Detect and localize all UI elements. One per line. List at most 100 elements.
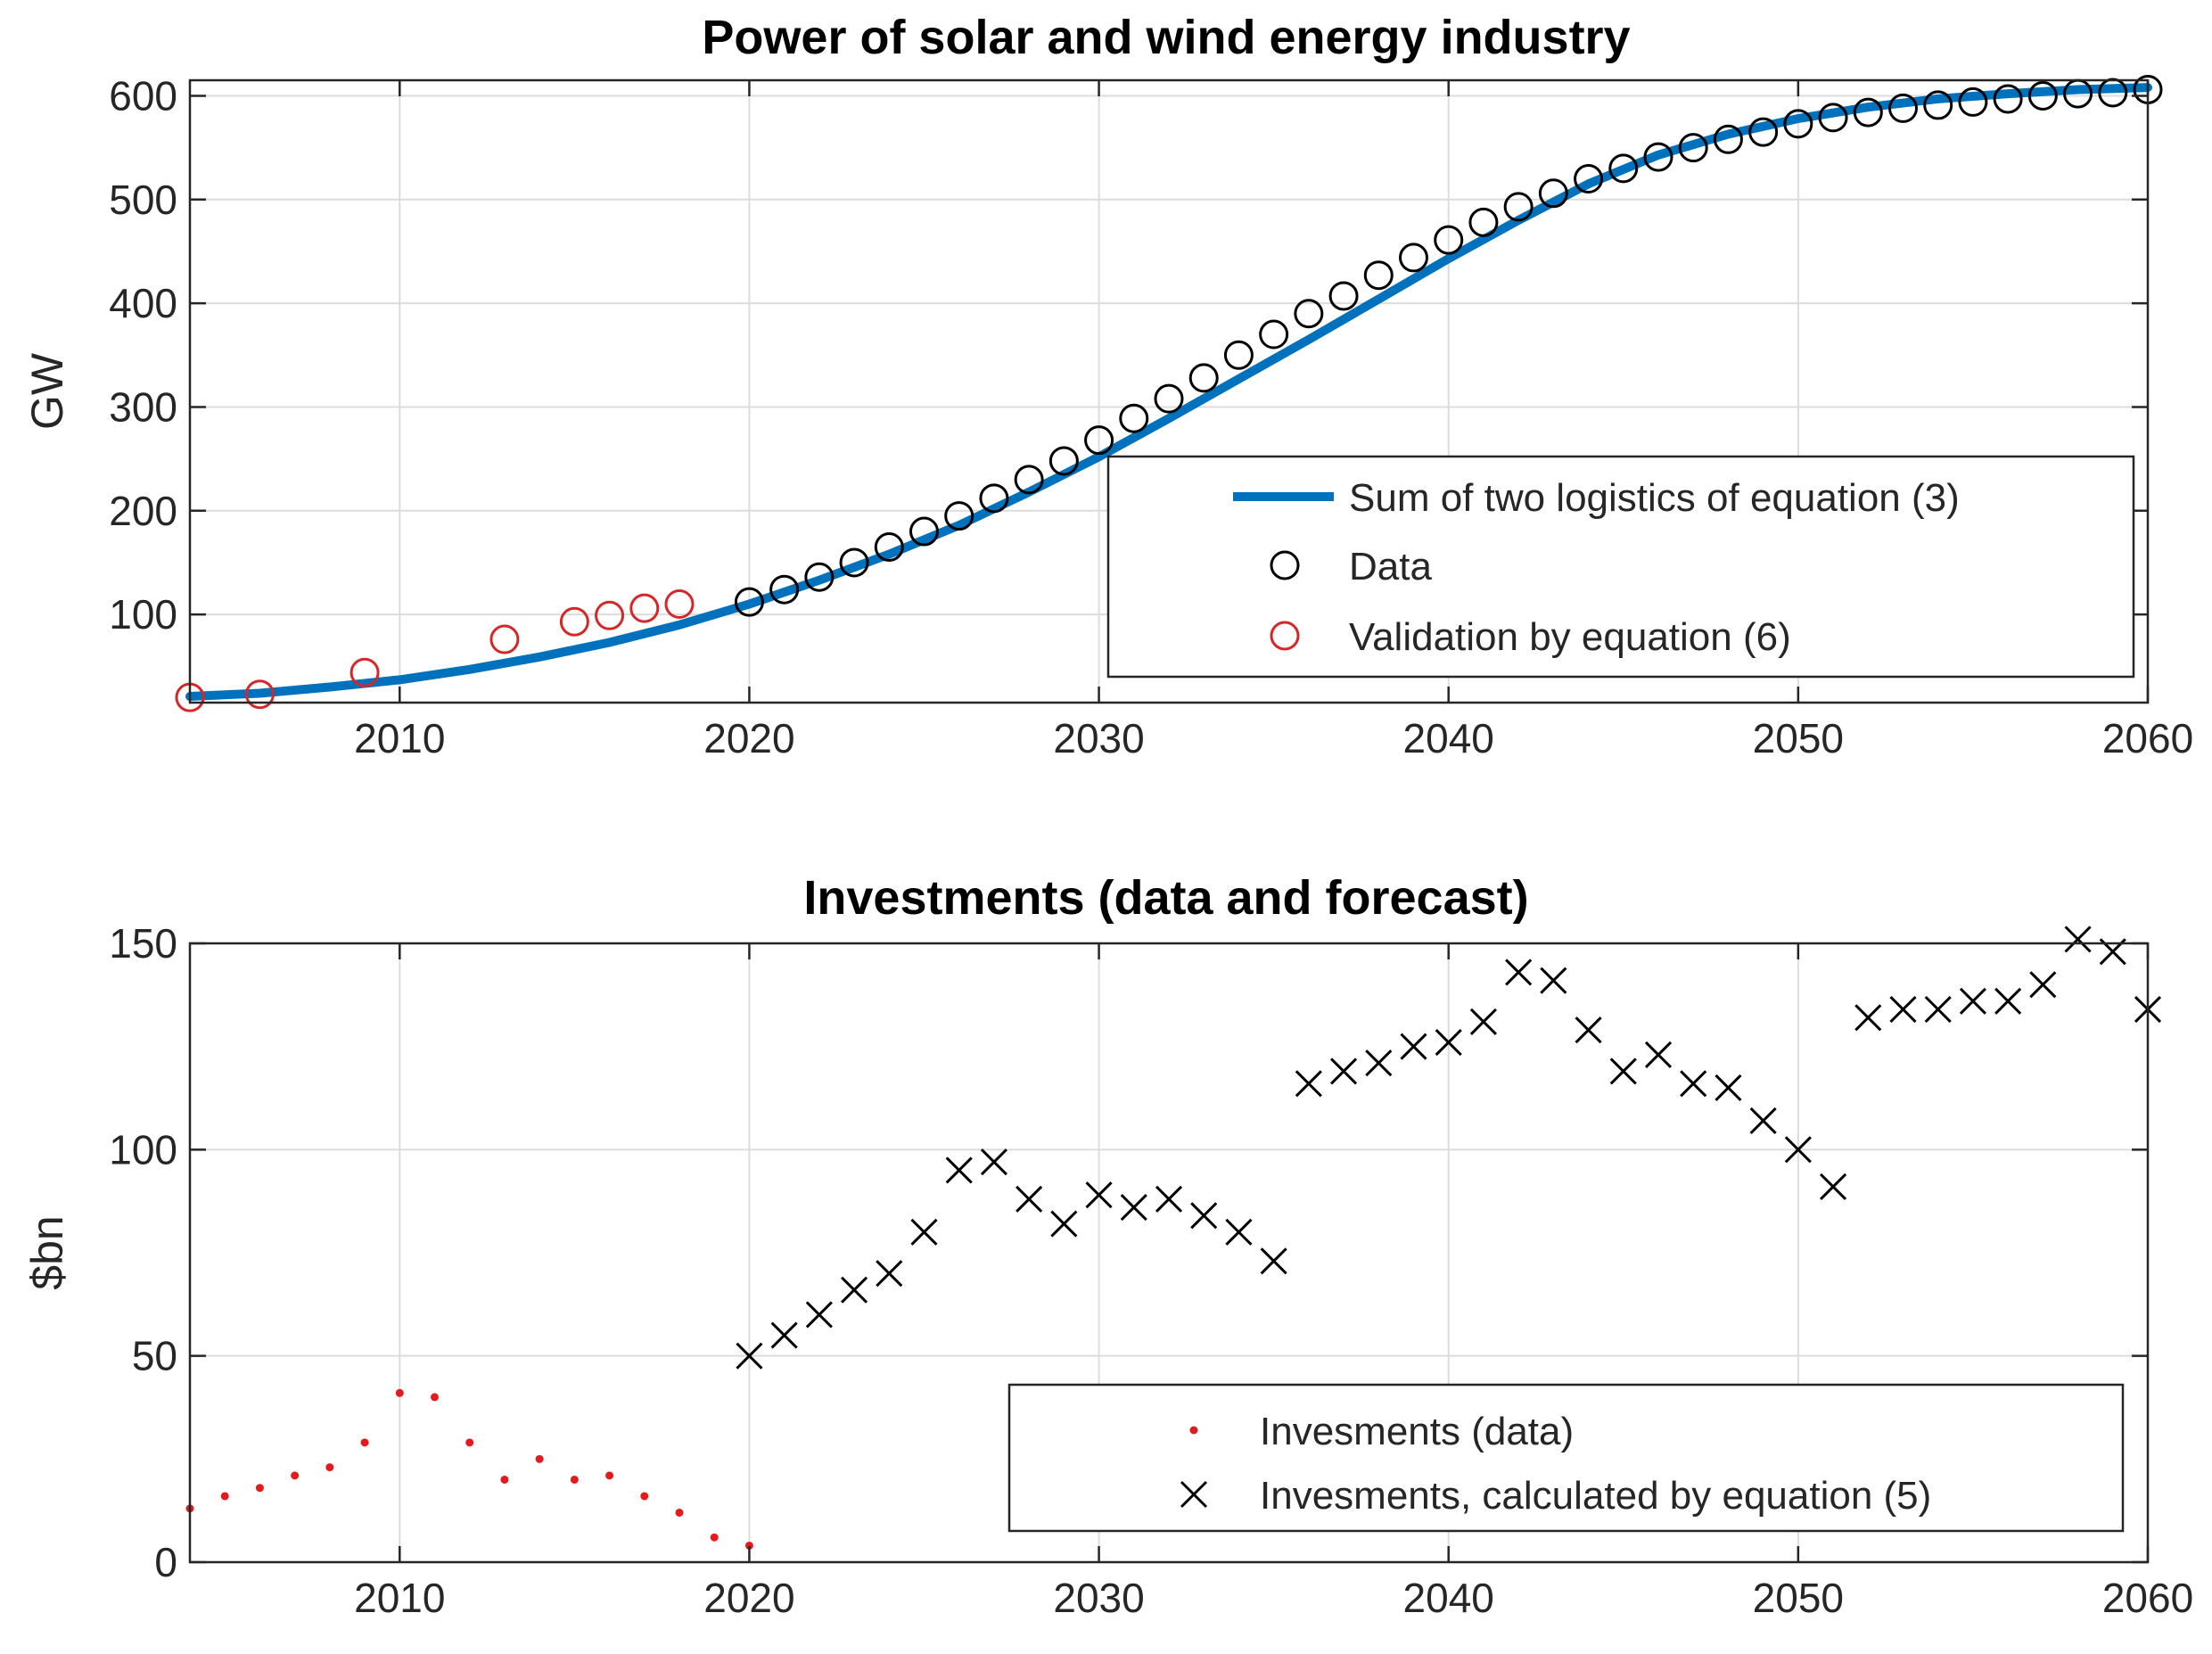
data-point-dot: [220, 1492, 229, 1501]
data-point-x: [1609, 1057, 1637, 1085]
investments-chart: Investments (data and forecast) 2010 2020…: [22, 871, 2193, 1621]
data-point-x: [876, 1260, 903, 1288]
data-point-x: [1365, 1049, 1393, 1077]
data-point-circle: [1748, 117, 1779, 147]
data-point-dot: [431, 1393, 439, 1402]
data-point-circle: [1084, 425, 1114, 456]
series-line-logistics: [185, 83, 2152, 701]
x-tick-label: 2010: [354, 1575, 445, 1621]
data-point-circle: [1188, 363, 1219, 393]
power-y-axis-label: GW: [22, 352, 72, 430]
power-ticks: 2010 2020 2030 2040 2050 2060 100 200 300 400 500 6…: [109, 72, 2193, 761]
data-point-dot: [360, 1438, 369, 1447]
data-point-circle: [1119, 403, 1149, 433]
data-point-circle: [1434, 225, 1464, 255]
data-point-x: [1784, 1136, 1812, 1164]
data-point-x: [1260, 1247, 1287, 1275]
data-point-circle: [664, 588, 695, 619]
x-tick-label: 2040: [1403, 715, 1494, 761]
y-tick-label: 100: [109, 591, 177, 638]
data-point-circle: [2027, 80, 2058, 111]
data-point-circle: [1958, 86, 1988, 117]
data-point-circle: [1678, 133, 1708, 163]
data-point-x: [770, 1321, 798, 1349]
y-tick-label: 100: [109, 1126, 177, 1173]
data-point-circle: [1014, 465, 1044, 495]
power-chart-title: Power of solar and wind energy industry: [702, 11, 1630, 64]
power-chart: Power of solar and wind energy industry …: [22, 11, 2193, 761]
legend-swatch-invest-calc-x: [1180, 1480, 1208, 1509]
legend-swatch-data-circle: [1270, 550, 1300, 580]
data-point-x: [1924, 995, 1952, 1024]
data-point-x: [805, 1301, 833, 1329]
data-point-circle: [979, 483, 1009, 514]
x-tick-label: 2020: [703, 715, 794, 761]
x-tick-label: 2030: [1053, 715, 1144, 761]
legend-label-invest-data: Invesments (data): [1260, 1410, 1574, 1453]
investments-axes-box: [188, 942, 2150, 1564]
data-point-dot: [535, 1454, 544, 1463]
data-point-circle: [1154, 383, 1184, 414]
x-tick-label: 2040: [1403, 1575, 1494, 1621]
x-tick-label: 2050: [1753, 715, 1844, 761]
data-point-x: [1016, 1185, 1043, 1213]
x-tick-label: 2060: [2102, 1575, 2193, 1621]
data-point-x: [1715, 1074, 1742, 1101]
data-point-x: [1749, 1107, 1777, 1135]
data-point-x: [1435, 1028, 1462, 1057]
data-point-circle: [734, 587, 764, 617]
legend-label-validation: Validation by equation (6): [1349, 615, 1791, 659]
data-point-circle: [244, 679, 275, 710]
data-point-circle: [1259, 319, 1289, 350]
y-tick-label: 600: [109, 72, 177, 119]
data-point-circle: [944, 501, 974, 531]
data-point-circle: [1468, 207, 1499, 237]
data-point-circle: [769, 574, 800, 605]
data-point-x: [1644, 1041, 1673, 1068]
data-point-circle: [1993, 84, 2023, 114]
data-point-x: [980, 1148, 1007, 1176]
data-point-x: [1400, 1033, 1427, 1060]
power-axes-box: [188, 78, 2150, 704]
power-marks: [175, 74, 2163, 712]
data-point-x: [1575, 1016, 1602, 1044]
y-tick-label: 400: [109, 280, 177, 326]
data-point-x: [1330, 1057, 1358, 1085]
data-point-circle: [559, 606, 589, 637]
data-point-circle: [839, 547, 869, 578]
data-point-x: [1505, 959, 1533, 986]
data-point-circle: [909, 516, 939, 547]
data-point-x: [1994, 987, 2022, 1015]
data-point-dot: [710, 1533, 719, 1542]
power-legend: Sum of two logistics of equation (3) Dat…: [1106, 455, 2135, 679]
data-point-circle: [1818, 103, 1848, 133]
data-point-x: [1540, 967, 1567, 994]
data-point-x: [1820, 1173, 1847, 1201]
y-tick-label: 150: [109, 920, 177, 967]
data-point-dot: [255, 1484, 264, 1493]
data-point-x: [1959, 987, 1986, 1015]
legend-swatch-invest-data-dot: [1189, 1426, 1198, 1435]
data-point-circle: [1643, 142, 1673, 172]
data-point-circle: [1294, 299, 1324, 329]
data-point-dot: [640, 1492, 649, 1501]
data-point-x: [1469, 1008, 1497, 1035]
data-point-circle: [874, 532, 904, 562]
x-tick-label: 2050: [1753, 1575, 1844, 1621]
data-point-circle: [1608, 153, 1639, 184]
y-tick-label: 500: [109, 177, 177, 223]
x-tick-label: 2030: [1053, 1575, 1144, 1621]
data-point-circle: [1503, 192, 1534, 222]
data-point-circle: [1713, 124, 1743, 154]
y-tick-label: 300: [109, 383, 177, 430]
data-point-x: [1295, 1070, 1322, 1098]
y-tick-label: 0: [154, 1539, 177, 1585]
investments-y-axis-label: $bn: [22, 1215, 72, 1289]
data-point-x: [2064, 926, 2092, 953]
data-point-circle: [1048, 446, 1079, 476]
data-point-dot: [744, 1541, 753, 1550]
investments-legend: Invesments (data) Invesments, calculated…: [1007, 1383, 2125, 1533]
data-point-dot: [291, 1471, 300, 1480]
data-point-circle: [1574, 164, 1604, 194]
data-point-x: [1155, 1185, 1183, 1213]
